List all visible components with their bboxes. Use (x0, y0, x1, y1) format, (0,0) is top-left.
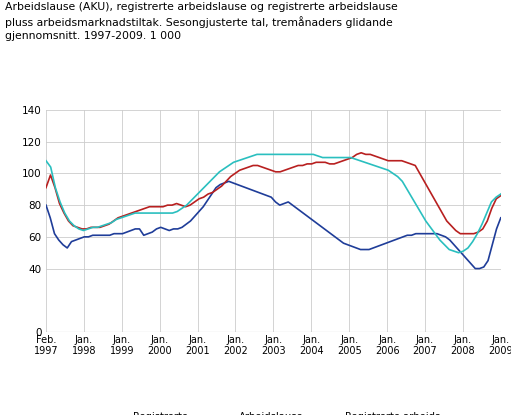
Legend: Registrerte
arbeidslause, Arbeidslause
(AKU), Registrerte arbeids-
lause + tilta: Registrerte arbeidslause, Arbeidslause (… (99, 408, 448, 415)
Text: Arbeidslause (AKU), registrerte arbeidslause og registrerte arbeidslause
pluss a: Arbeidslause (AKU), registrerte arbeidsl… (5, 2, 398, 41)
